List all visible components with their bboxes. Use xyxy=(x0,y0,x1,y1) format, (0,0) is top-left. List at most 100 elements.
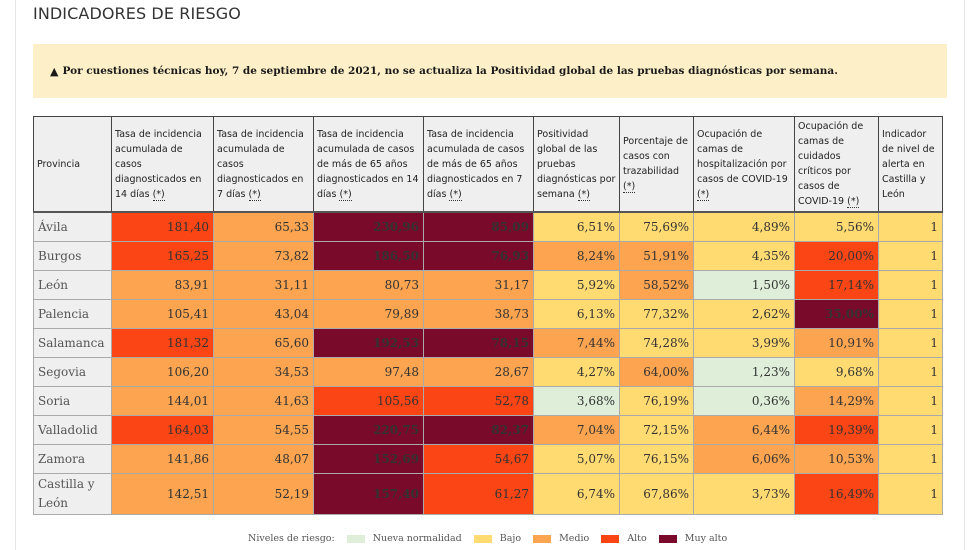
value-cell-incidence-65-7d: 76,93 xyxy=(423,241,534,271)
footnote-link[interactable]: (*) xyxy=(847,196,860,208)
legend-item-label: Medio xyxy=(559,533,590,544)
legend-swatch-icon xyxy=(346,534,365,543)
value-cell-incidence-65-7d: 61,27 xyxy=(423,473,534,515)
value-cell-traceability: 75,69% xyxy=(619,211,694,242)
province-cell: Zamora xyxy=(33,444,112,474)
value-cell-hospital-beds: 4,35% xyxy=(693,241,795,271)
value-cell-incidence-65-14d: 230,96 xyxy=(313,211,424,242)
value-cell-icu-beds: 5,56% xyxy=(794,211,879,242)
value-cell-incidence-65-14d: 105,56 xyxy=(313,386,424,416)
value-cell-traceability: 58,52% xyxy=(619,270,694,300)
legend-item-label: Nueva normalidad xyxy=(372,533,462,544)
value-cell-positivity: 7,44% xyxy=(533,328,620,358)
page-left-border xyxy=(15,0,16,550)
value-cell-incidence-65-14d: 97,48 xyxy=(313,357,424,387)
value-cell-incidence-7d: 34,53 xyxy=(213,357,314,387)
value-cell-incidence-14d: 142,51 xyxy=(111,473,214,515)
province-cell: Castilla y León xyxy=(33,473,112,515)
value-cell-positivity: 6,51% xyxy=(533,211,620,242)
value-cell-incidence-65-7d: 38,73 xyxy=(423,299,534,329)
value-cell-traceability: 74,28% xyxy=(619,328,694,358)
value-cell-incidence-65-14d: 220,75 xyxy=(313,415,424,445)
value-cell-alert-level: 1 xyxy=(878,328,943,358)
value-cell-incidence-7d: 65,60 xyxy=(213,328,314,358)
table-row: Zamora 141,86 48,07 152,69 54,67 5,07% 76,15% 6… xyxy=(33,444,943,474)
value-cell-positivity: 7,04% xyxy=(533,415,620,445)
value-cell-icu-beds: 9,68% xyxy=(794,357,879,387)
value-cell-hospital-beds: 3,99% xyxy=(693,328,795,358)
value-cell-traceability: 76,15% xyxy=(619,444,694,474)
notice-banner: ▲ Por cuestiones técnicas hoy, 7 de sept… xyxy=(33,44,947,98)
notice-text: Por cuestiones técnicas hoy, 7 de septie… xyxy=(62,65,838,77)
value-cell-traceability: 77,32% xyxy=(619,299,694,329)
footnote-link[interactable]: (*) xyxy=(697,188,710,201)
value-cell-incidence-14d: 181,32 xyxy=(111,328,214,358)
value-cell-positivity: 8,24% xyxy=(533,241,620,271)
value-cell-incidence-14d: 106,20 xyxy=(111,357,214,387)
value-cell-incidence-65-14d: 79,89 xyxy=(313,299,424,329)
footnote-link[interactable]: (*) xyxy=(623,181,636,193)
column-header-hospital-beds: Ocupación de camas de hospitalización po… xyxy=(693,116,795,213)
table-row: Castilla y León 142,51 52,19 157,40 61,27 6,7… xyxy=(33,473,943,515)
column-header-label: Positividad global de las pruebas diagnó… xyxy=(537,128,616,200)
value-cell-incidence-65-14d: 192,53 xyxy=(313,328,424,358)
province-cell: Soria xyxy=(33,386,112,416)
value-cell-incidence-65-7d: 54,67 xyxy=(423,444,534,474)
value-cell-alert-level: 1 xyxy=(878,444,943,474)
value-cell-hospital-beds: 3,73% xyxy=(693,473,795,515)
province-cell: Segovia xyxy=(33,357,112,387)
province-cell: Valladolid xyxy=(33,415,112,445)
value-cell-positivity: 5,92% xyxy=(533,270,620,300)
value-cell-positivity: 4,27% xyxy=(533,357,620,387)
table-row: León 83,91 31,11 80,73 31,17 5,92% 58,52% 1,50%… xyxy=(33,270,943,300)
risk-legend: Niveles de riesgo: Nueva normalidad Bajo M… xyxy=(248,533,727,544)
table-row: Salamanca 181,32 65,60 192,53 78,15 7,44% 74,2… xyxy=(33,328,943,358)
province-cell: León xyxy=(33,270,112,300)
value-cell-incidence-14d: 165,25 xyxy=(111,241,214,271)
value-cell-incidence-7d: 48,07 xyxy=(213,444,314,474)
province-cell: Salamanca xyxy=(33,328,112,358)
footnote-link[interactable]: (*) xyxy=(152,188,165,201)
legend-swatch-icon xyxy=(473,534,492,543)
value-cell-positivity: 6,74% xyxy=(533,473,620,515)
value-cell-incidence-7d: 52,19 xyxy=(213,473,314,515)
value-cell-incidence-14d: 83,91 xyxy=(111,270,214,300)
column-header-label: Ocupación de camas de cuidados críticos … xyxy=(798,121,864,207)
column-header-label: Tasa de incidencia acumulada de casos di… xyxy=(115,128,202,200)
value-cell-alert-level: 1 xyxy=(878,299,943,329)
value-cell-icu-beds: 17,14% xyxy=(794,270,879,300)
value-cell-alert-level: 1 xyxy=(878,386,943,416)
column-header-label: Ocupación de camas de hospitalización po… xyxy=(697,128,788,185)
value-cell-alert-level: 1 xyxy=(878,473,943,515)
footnote-link[interactable]: (*) xyxy=(577,188,590,201)
value-cell-incidence-65-14d: 152,69 xyxy=(313,444,424,474)
value-cell-icu-beds: 19,39% xyxy=(794,415,879,445)
value-cell-incidence-65-7d: 31,17 xyxy=(423,270,534,300)
value-cell-incidence-7d: 43,04 xyxy=(213,299,314,329)
value-cell-incidence-65-7d: 28,67 xyxy=(423,357,534,387)
footnote-link[interactable]: (*) xyxy=(339,188,352,201)
column-header-positivity: Positividad global de las pruebas diagnó… xyxy=(533,116,620,213)
value-cell-positivity: 5,07% xyxy=(533,444,620,474)
legend-item-label: Alto xyxy=(627,533,647,544)
footnote-link[interactable]: (*) xyxy=(248,188,261,201)
value-cell-incidence-14d: 105,41 xyxy=(111,299,214,329)
value-cell-traceability: 72,15% xyxy=(619,415,694,445)
value-cell-incidence-7d: 41,63 xyxy=(213,386,314,416)
value-cell-incidence-7d: 31,11 xyxy=(213,270,314,300)
value-cell-incidence-65-7d: 82,37 xyxy=(423,415,534,445)
table-row: Soria 144,01 41,63 105,56 52,78 3,68% 76,19% 0,… xyxy=(33,386,943,416)
footnote-link[interactable]: (*) xyxy=(449,188,462,201)
province-cell: Ávila xyxy=(33,211,112,242)
column-header-label: Tasa de incidencia acumulada de casos di… xyxy=(217,128,304,200)
table-row: Burgos 165,25 73,82 186,50 76,93 8,24% 51,91% 4… xyxy=(33,241,943,271)
province-cell: Burgos xyxy=(33,241,112,271)
column-header-incidence-7d: Tasa de incidencia acumulada de casos di… xyxy=(213,116,314,213)
value-cell-hospital-beds: 1,23% xyxy=(693,357,795,387)
legend-label: Niveles de riesgo: xyxy=(248,533,335,544)
value-cell-incidence-65-14d: 80,73 xyxy=(313,270,424,300)
value-cell-hospital-beds: 6,06% xyxy=(693,444,795,474)
column-header-incidence-65-14d: Tasa de incidencia acumulada de casos de… xyxy=(313,116,424,213)
column-header-incidence-14d: Tasa de incidencia acumulada de casos di… xyxy=(111,116,214,213)
value-cell-alert-level: 1 xyxy=(878,241,943,271)
